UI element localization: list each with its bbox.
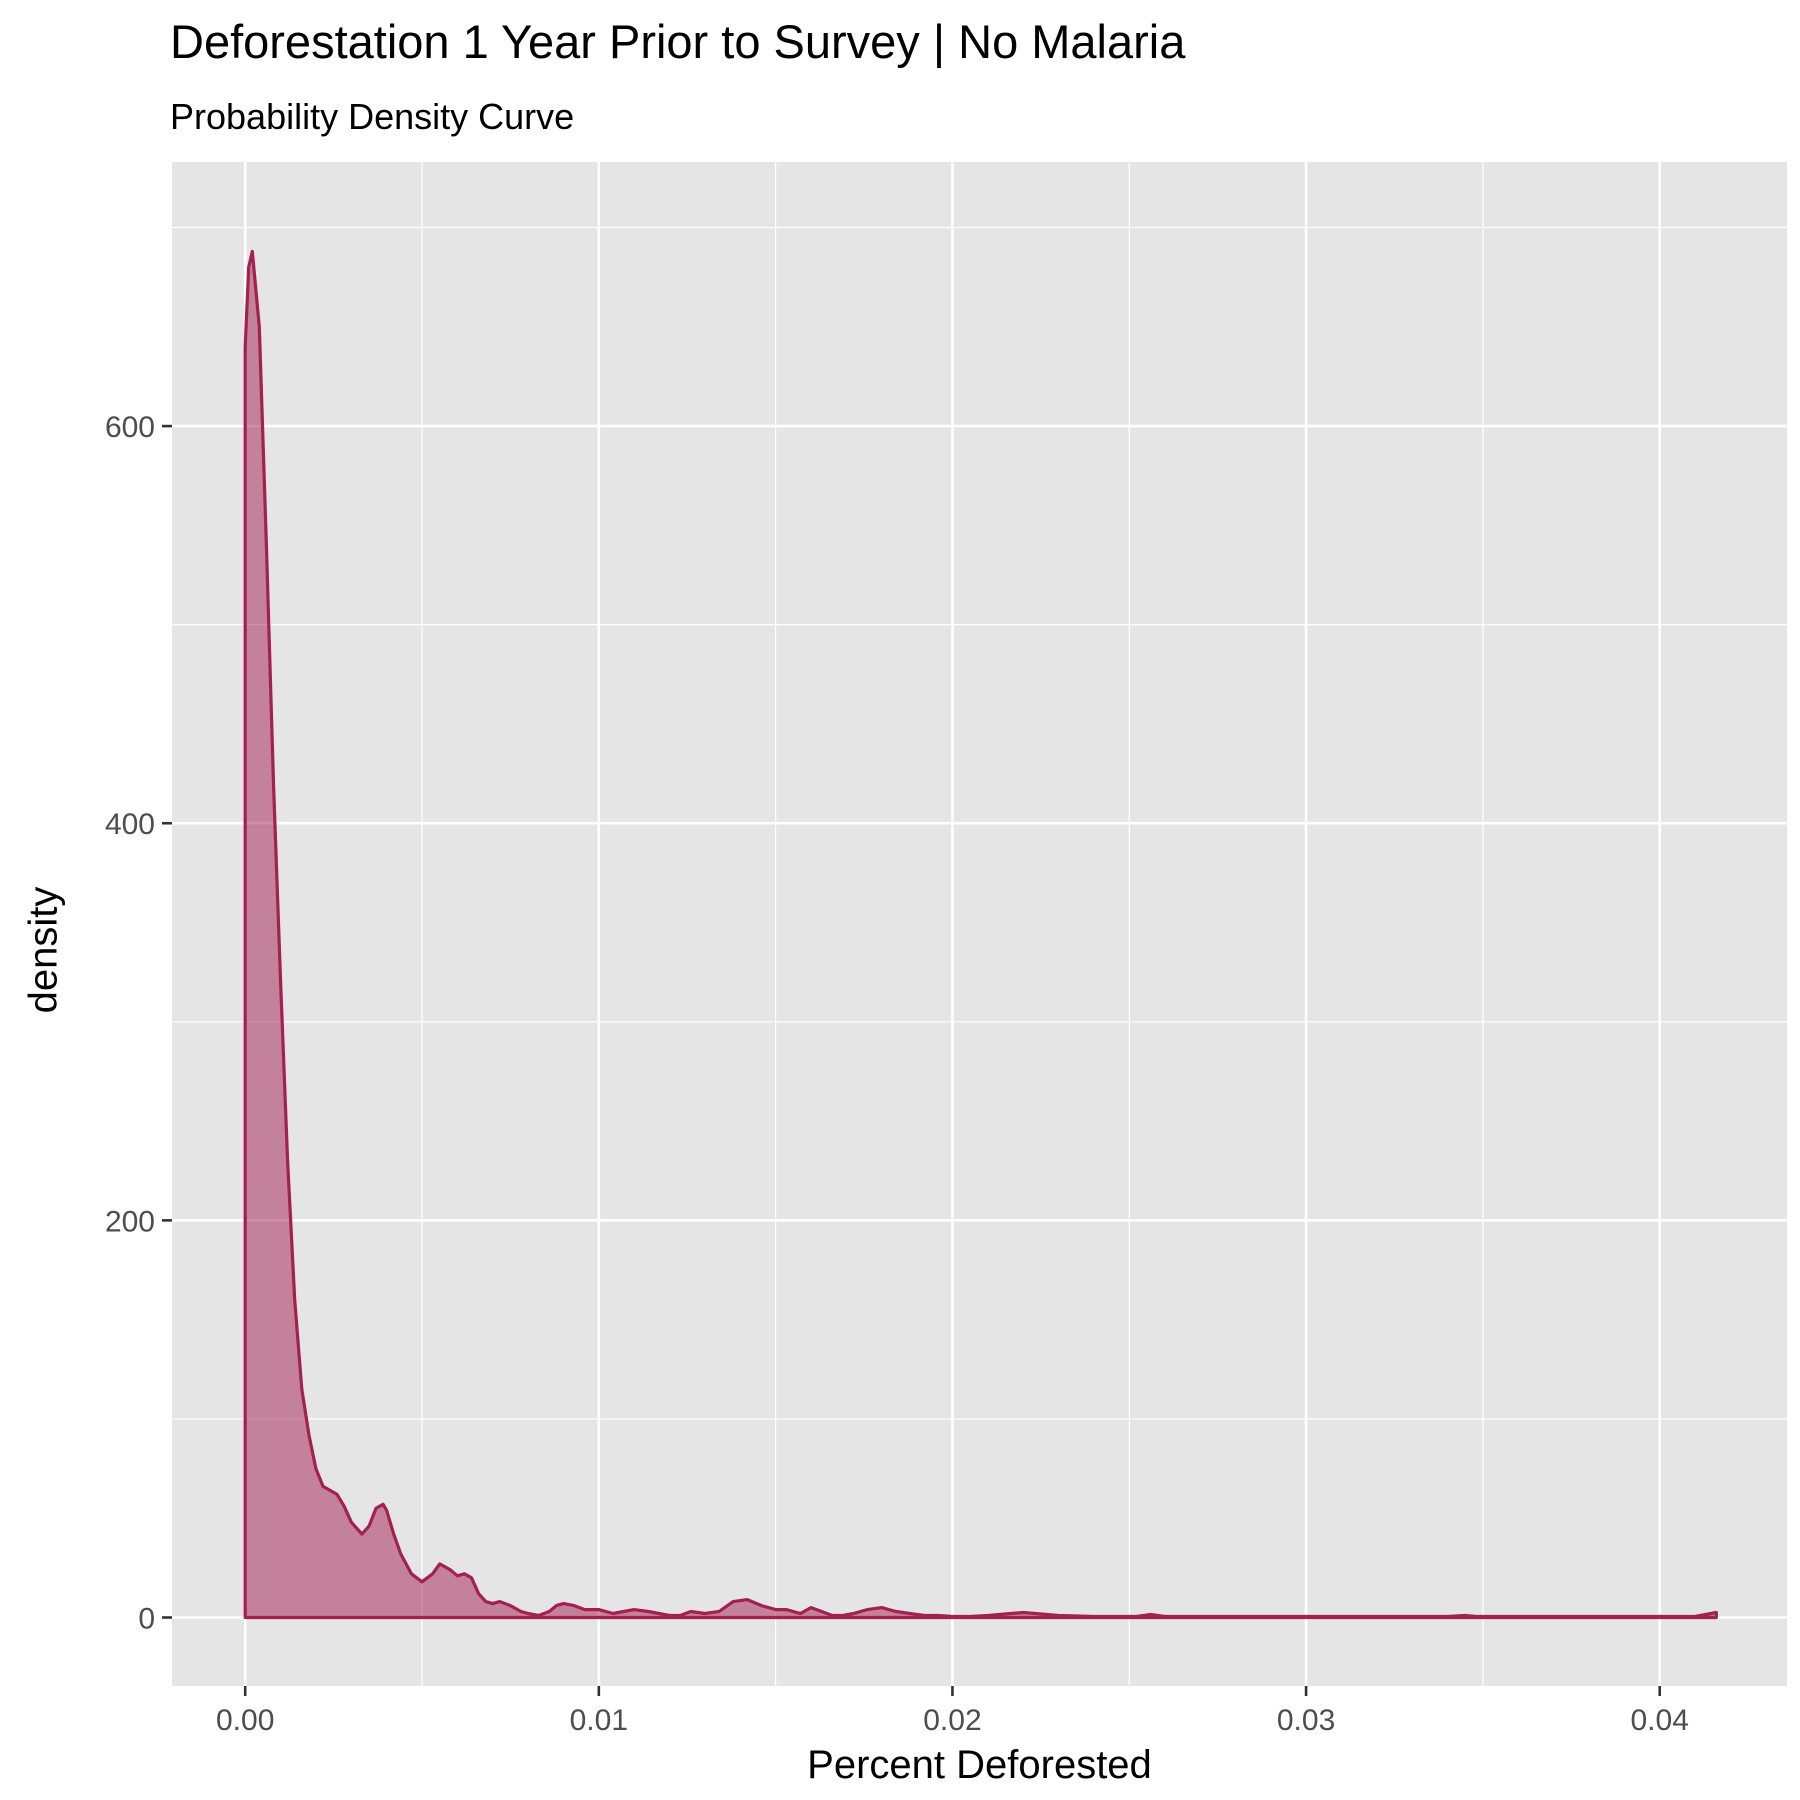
x-tick-label: 0.00 [216, 1704, 274, 1737]
y-axis: 0 200 400 600 [105, 411, 172, 1635]
x-axis: 0.00 0.01 0.02 0.03 0.04 [216, 1686, 1689, 1737]
y-tick-label: 600 [105, 411, 155, 444]
y-tick-label: 0 [138, 1602, 155, 1635]
chart-title: Deforestation 1 Year Prior to Survey | N… [170, 15, 1186, 68]
x-axis-label: Percent Deforested [807, 1743, 1152, 1787]
x-tick-label: 0.02 [923, 1704, 981, 1737]
x-tick-label: 0.04 [1631, 1704, 1689, 1737]
y-tick-label: 200 [105, 1205, 155, 1238]
plot-panel [172, 162, 1787, 1686]
chart-subtitle: Probability Density Curve [170, 96, 575, 137]
y-axis-label: density [21, 886, 66, 1014]
grid-minor [172, 162, 1787, 1686]
x-tick-label: 0.01 [570, 1704, 628, 1737]
y-tick-label: 400 [105, 808, 155, 841]
x-tick-label: 0.03 [1277, 1704, 1335, 1737]
density-line [243, 249, 1718, 1620]
